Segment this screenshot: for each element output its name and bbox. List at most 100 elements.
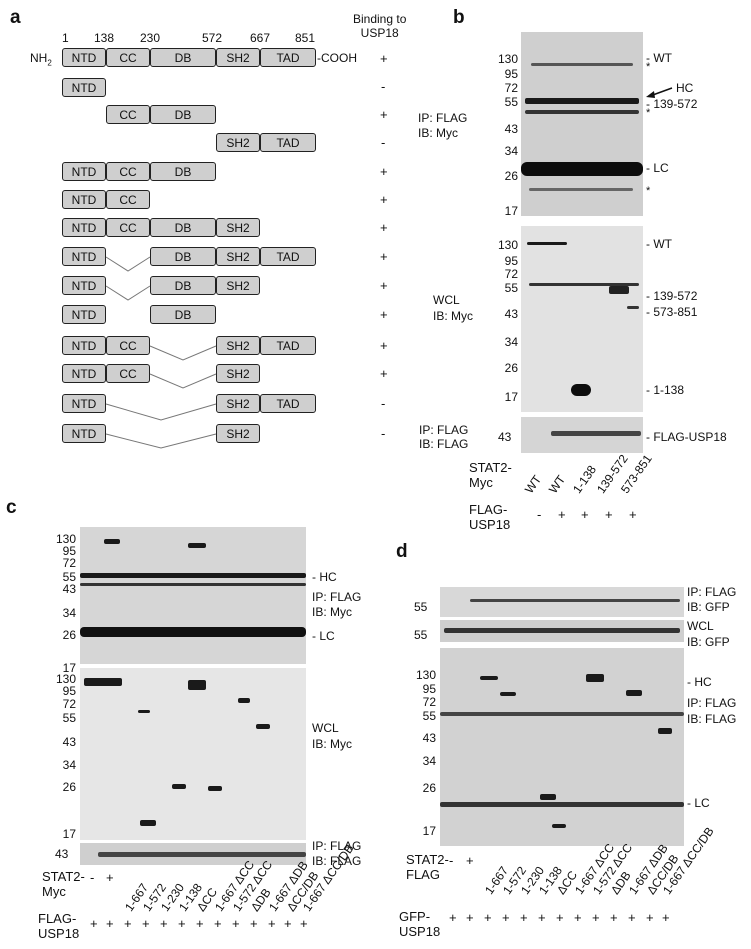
ib-label: IB: FLAG <box>419 437 469 451</box>
binding-sign: + <box>380 164 388 179</box>
ip-label: IP: FLAG <box>418 111 468 125</box>
annot-hc: - HC <box>312 570 337 584</box>
domain-ntd: NTD <box>62 424 106 443</box>
sign: + <box>610 910 618 925</box>
wcl-label: WCL <box>433 293 460 307</box>
mw-marker: 34 <box>504 335 518 349</box>
mw-marker: 55 <box>504 95 518 109</box>
mw-marker: 55 <box>62 711 76 725</box>
pos-572: 572 <box>202 31 223 45</box>
sign: + <box>484 910 492 925</box>
sign: + <box>268 916 276 931</box>
panel-a-label: a <box>10 7 21 28</box>
sign: + <box>628 910 636 925</box>
mw-marker: 43 <box>422 731 436 745</box>
annot-wt: - WT <box>646 51 672 65</box>
mw-marker: 34 <box>62 606 76 620</box>
domain-ntd: NTD <box>62 48 106 67</box>
lane-label: - <box>449 853 454 868</box>
domain-cc: CC <box>106 190 150 209</box>
mw-ladder: 130 95 72 55 43 34 26 17 <box>40 528 76 848</box>
domain-db: DB <box>150 48 216 67</box>
blot-c-ip <box>80 527 306 664</box>
ib-label: IB: FLAG <box>312 854 362 868</box>
ip-label: IP: FLAG <box>687 585 737 599</box>
sign: + <box>629 507 637 522</box>
binding-sign: + <box>380 51 388 66</box>
sign: + <box>556 910 564 925</box>
domain-sh2: SH2 <box>216 394 260 413</box>
domain-ntd: NTD <box>62 305 106 324</box>
wcl-label: WCL <box>687 619 714 633</box>
binding-sign: + <box>380 307 388 322</box>
blot-d-ip-gfp <box>440 587 684 617</box>
domain-cc: CC <box>106 162 150 181</box>
lane-label: - <box>90 870 95 885</box>
mw-ladder: 130 95 72 55 43 34 26 17 <box>480 230 518 410</box>
ib-label: IB: Myc <box>312 737 353 751</box>
mw-marker: 130 <box>55 532 76 546</box>
ip-label: IP: FLAG <box>312 590 362 604</box>
stat2-myc-label: STAT2- Myc <box>469 460 512 490</box>
domain-cc: CC <box>106 105 150 124</box>
mw-marker: 43 <box>498 430 512 444</box>
sign: + <box>502 910 510 925</box>
domain-db: DB <box>150 105 216 124</box>
sign: + <box>646 910 654 925</box>
binding-sign: - <box>381 426 386 441</box>
mw-marker: 72 <box>504 81 518 95</box>
sign: + <box>106 916 114 931</box>
mw-marker: 43 <box>55 847 69 861</box>
blot-d-ip-flag <box>440 648 684 846</box>
domain-cc: CC <box>106 218 150 237</box>
domain-ntd: NTD <box>62 190 106 209</box>
binding-sign: + <box>380 192 388 207</box>
sign: + <box>178 916 186 931</box>
sign: + <box>466 910 474 925</box>
sign: + <box>449 910 457 925</box>
ib-label: IB: GFP <box>687 635 730 649</box>
sign: + <box>662 910 670 925</box>
domain-ntd: NTD <box>62 218 106 237</box>
mw-marker: 130 <box>497 238 518 252</box>
blot-b-flag <box>521 417 643 453</box>
domain-tad: TAD <box>260 247 316 266</box>
annot-lc: - LC <box>687 796 710 810</box>
mw-marker: 17 <box>422 824 436 838</box>
mw-marker: 130 <box>55 672 76 686</box>
pos-138: 138 <box>94 31 115 45</box>
sign: + <box>592 910 600 925</box>
gfp-usp18-label: GFP- USP18 <box>399 909 441 939</box>
panel-b-label: b <box>453 7 465 28</box>
mw-marker: 43 <box>504 122 518 136</box>
annot-lc: - LC <box>646 161 669 175</box>
mw-marker: 55 <box>422 709 436 723</box>
sign: + <box>574 910 582 925</box>
annot-star: * <box>646 107 651 119</box>
domain-cc: CC <box>106 336 150 355</box>
mw-marker: 17 <box>62 661 76 675</box>
mw-marker: 55 <box>414 600 428 614</box>
mw-marker: 55 <box>504 281 518 295</box>
sign: + <box>214 916 222 931</box>
domain-ntd: NTD <box>62 336 106 355</box>
nterm-label: NH2 <box>30 51 52 68</box>
binding-sign: + <box>380 220 388 235</box>
pos-851: 851 <box>295 31 316 45</box>
domain-ntd: NTD <box>62 162 106 181</box>
mw-marker: 130 <box>415 668 436 682</box>
mw-marker: 72 <box>62 697 76 711</box>
ib-label: IB: FLAG <box>687 712 737 726</box>
sign: + <box>250 916 258 931</box>
mw-marker: 130 <box>497 52 518 66</box>
annot-hc: - HC <box>687 675 712 689</box>
mw-marker: 72 <box>504 267 518 281</box>
mw-marker: 34 <box>62 758 76 772</box>
domain-ntd: NTD <box>62 247 106 266</box>
domain-sh2: SH2 <box>216 48 260 67</box>
domain-ntd: NTD <box>62 276 106 295</box>
annot-star: * <box>646 185 651 197</box>
mw-marker: 26 <box>62 780 76 794</box>
domain-sh2: SH2 <box>216 247 260 266</box>
